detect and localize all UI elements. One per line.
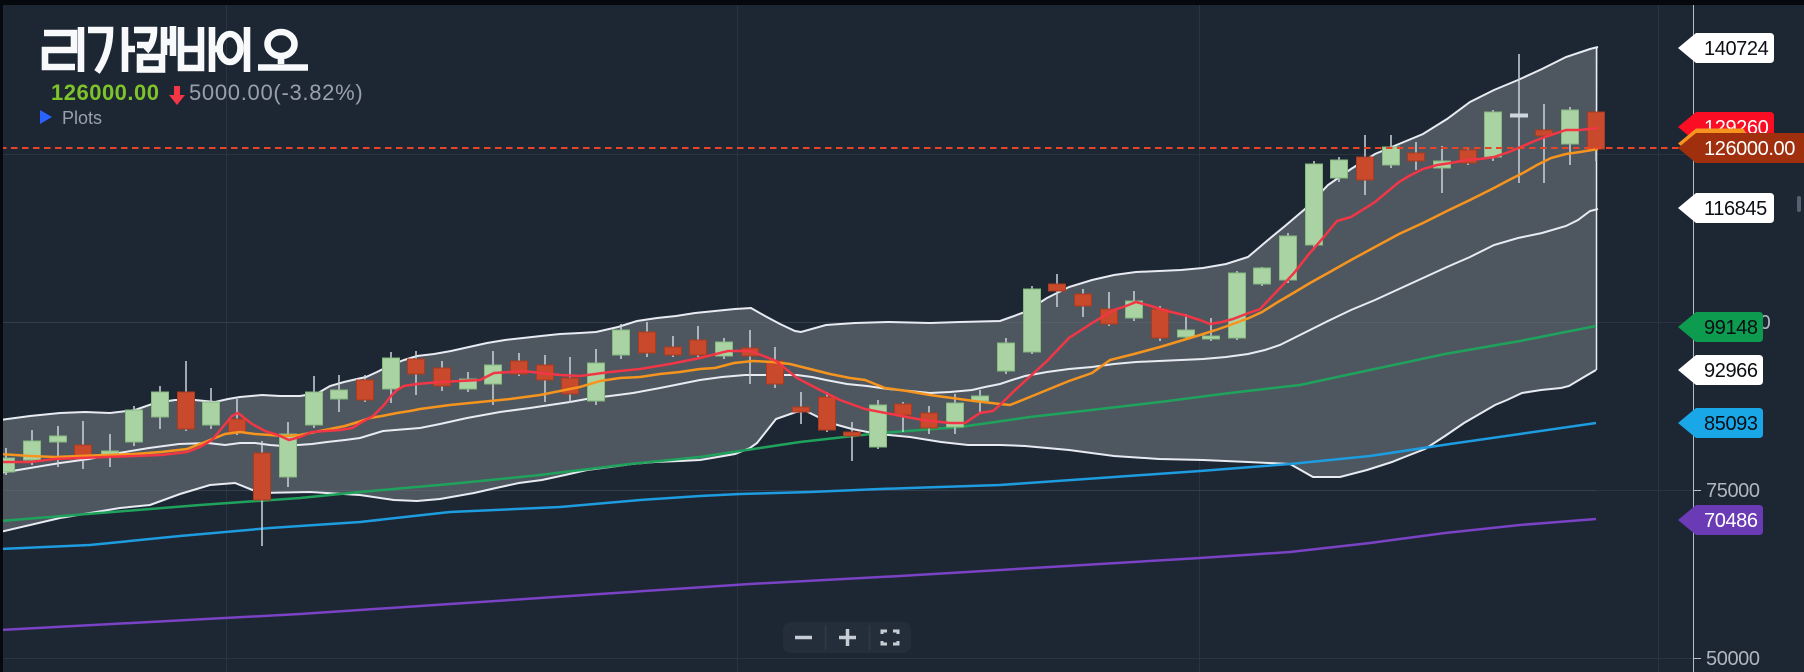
svg-text:99148: 99148 (1704, 317, 1758, 339)
svg-text:50000: 50000 (1706, 648, 1760, 670)
svg-text:140724: 140724 (1704, 38, 1769, 60)
svg-text:85093: 85093 (1704, 413, 1758, 435)
svg-text:5000.00(-3.82%): 5000.00(-3.82%) (189, 80, 363, 105)
svg-text:126000.00: 126000.00 (51, 80, 160, 105)
svg-text:70486: 70486 (1704, 510, 1758, 532)
svg-text:92966: 92966 (1704, 360, 1758, 382)
svg-text:Plots: Plots (62, 108, 102, 128)
svg-text:75000: 75000 (1706, 480, 1760, 502)
svg-text:126000.00: 126000.00 (1704, 138, 1795, 160)
svg-text:116845: 116845 (1704, 198, 1767, 220)
